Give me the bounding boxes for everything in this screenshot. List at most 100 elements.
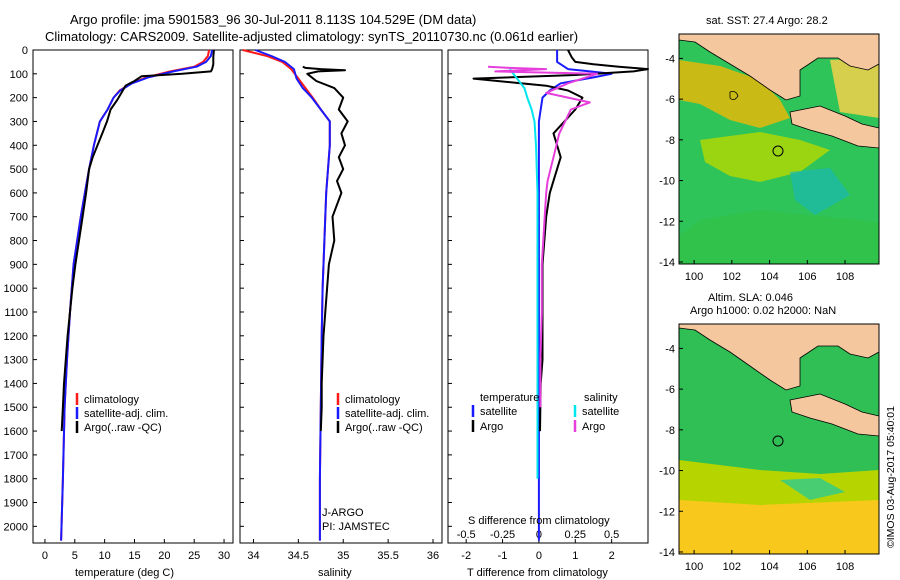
salinity-plot: 34 34.5 35 35.5 36: [242, 49, 439, 562]
sla-map-title-1: Altim. SLA: 0.046: [708, 292, 793, 304]
depth-tick-label: 1300: [4, 355, 28, 367]
legend-label-satellite: satellite-adj. clim.: [84, 408, 168, 420]
lat-tick-label: -14: [659, 547, 675, 559]
sst-map-title: sat. SST: 27.4 Argo: 28.2: [706, 15, 828, 27]
depth-tick-label: 1100: [4, 307, 28, 319]
sst-map-frame: [678, 33, 880, 265]
lat-tick-label: -10: [659, 176, 675, 188]
series-line-satellite-adj-clim-: [254, 49, 331, 541]
lat-tick-label: -14: [659, 257, 675, 269]
depth-tick-label: 1500: [4, 402, 28, 414]
island-outline: [729, 91, 739, 100]
salinity-axis-label: salinity: [318, 567, 352, 579]
lon-tick-label: 104: [760, 271, 778, 283]
x-tick-label: 25: [188, 550, 200, 562]
x-tick-label: 0: [42, 550, 48, 562]
lat-tick-label: -4: [665, 343, 675, 355]
series-line-argo-raw-qc-: [302, 65, 349, 432]
x-tick-label: 30: [218, 550, 230, 562]
depth-tick-label: 1400: [4, 378, 28, 390]
lon-tick-label: 108: [836, 561, 854, 573]
depth-tick-label: 300: [10, 116, 28, 128]
lon-tick-label: 106: [798, 271, 816, 283]
series-line-temperature-argo: [472, 49, 649, 432]
legend-temperature-header: temperature: [480, 392, 539, 404]
legend-label-argo: Argo(..raw -QC): [345, 422, 423, 434]
depth-tick-label: 1600: [4, 426, 28, 438]
depth-tick-label: 800: [10, 236, 28, 248]
x-tick-label: -2: [461, 550, 471, 562]
argo-location-marker: [772, 145, 784, 157]
sst-south-band: [679, 210, 879, 264]
legend-label-sal-argo: Argo: [582, 421, 605, 433]
depth-tick-label: 1900: [4, 498, 28, 510]
lon-tick-label: 100: [685, 561, 703, 573]
x-tick-label: 20: [158, 550, 170, 562]
difference-panel-frame: [447, 49, 649, 544]
depth-tick-label: 100: [10, 69, 28, 81]
series-line-satellite-adj-clim-: [60, 49, 214, 541]
lon-tick-label: 102: [723, 271, 741, 283]
x-top-tick-label: 0.25: [565, 529, 586, 541]
sst-warm-patch: [700, 132, 830, 182]
legend-label-temp-argo: Argo: [480, 421, 503, 433]
depth-tick-label: 400: [10, 140, 28, 152]
sla-map-axes: -4 -6 -8 -10 -12 -14 100 102 104 106 108: [659, 343, 854, 573]
lat-tick-label: -4: [665, 53, 675, 65]
depth-tick-label: 200: [10, 93, 28, 105]
x-tick-label: 35.5: [377, 550, 398, 562]
lon-tick-label: 100: [685, 271, 703, 283]
sst-cool-patch: [790, 168, 850, 215]
title-line-2: Climatology: CARS2009. Satellite-adjuste…: [45, 29, 578, 44]
sla-high-band: [679, 500, 879, 554]
depth-tick-label: 600: [10, 188, 28, 200]
x-tick-label: 1: [572, 550, 578, 562]
x-tick-label: 35: [337, 550, 349, 562]
sst-map-axes: -4 -6 -8 -10 -12 -14 100 102 104 106 108: [659, 53, 854, 283]
sumatra-land: [679, 34, 879, 101]
temperature-panel-frame: [32, 49, 234, 544]
legend-label-satellite: satellite-adj. clim.: [345, 408, 429, 420]
series-line-salinity-argo: [487, 65, 599, 408]
lat-tick-label: -10: [659, 466, 675, 478]
depth-tick-label: 1000: [4, 283, 28, 295]
lat-tick-label: -8: [665, 425, 675, 437]
lat-tick-label: -12: [659, 506, 675, 518]
sla-map: [679, 324, 879, 554]
legend-label-sal-satellite: satellite: [582, 406, 619, 418]
series-line-temperature-satellite: [537, 50, 613, 541]
t-difference-axis-label: T difference from climatology: [467, 567, 608, 579]
x-tick-label: 0: [536, 550, 542, 562]
java-land: [789, 105, 879, 149]
legend-label-climatology: climatology: [84, 394, 140, 406]
lat-tick-label: -6: [665, 94, 675, 106]
depth-axis: 0 100 200 300 400 500 600 700 800 900 1000 1100 1200…: [4, 45, 452, 533]
legend-label-temp-satellite: satellite: [480, 406, 517, 418]
series-line-climatology: [60, 49, 211, 541]
x-tick-label: 10: [99, 550, 111, 562]
depth-tick-label: 2000: [4, 521, 28, 533]
series-line-argo-raw-qc-: [60, 49, 215, 432]
lat-tick-label: -6: [665, 384, 675, 396]
depth-tick-label: 0: [22, 45, 28, 57]
salinity-legend: climatology satellite-adj. clim. Argo(..…: [336, 393, 429, 434]
series-line-salinity-satellite: [509, 68, 539, 479]
depth-tick-label: 1800: [4, 474, 28, 486]
x-top-tick-label: 0.5: [604, 529, 619, 541]
temperature-plot: 0 5 10 15 20 25 30: [42, 49, 230, 562]
credit-line-2: PI: JAMSTEC: [322, 521, 390, 533]
timestamp: ©IMOS 03-Aug-2017 05:40:01: [885, 406, 897, 548]
lon-tick-label: 106: [798, 561, 816, 573]
s-difference-axis-label: S difference from climatology: [468, 515, 610, 527]
credit-line-1: J-ARGO: [322, 507, 364, 519]
sumatra-land: [679, 324, 879, 391]
depth-tick-label: 900: [10, 259, 28, 271]
x-tick-label: -1: [498, 550, 508, 562]
temperature-legend: climatology satellite-adj. clim. Argo(..…: [75, 393, 168, 434]
x-tick-label: 15: [128, 550, 140, 562]
difference-legend: temperature salinity satellite Argo sate…: [471, 392, 619, 433]
lat-tick-label: -8: [665, 135, 675, 147]
depth-tick-label: 1200: [4, 331, 28, 343]
sst-warm-patch: [830, 58, 879, 118]
